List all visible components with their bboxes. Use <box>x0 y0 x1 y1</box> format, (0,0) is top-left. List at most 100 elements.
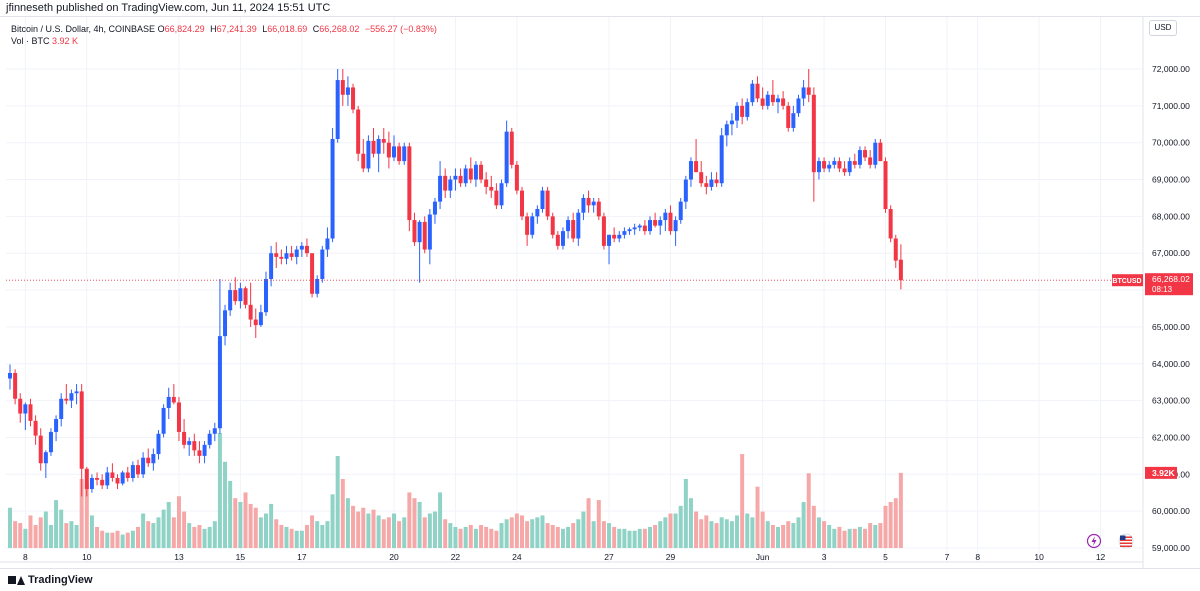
candle-body <box>607 234 612 246</box>
candle-body <box>484 179 489 187</box>
candle-body <box>238 288 243 302</box>
price-tick-label: 68,000.00 <box>1152 211 1190 221</box>
candle-body <box>857 150 862 165</box>
volume-bar <box>64 523 69 548</box>
candle-body <box>397 146 402 162</box>
volume-bar <box>238 502 243 548</box>
candle-body <box>453 175 458 180</box>
volume-bar <box>468 525 473 548</box>
candle-body <box>514 164 519 191</box>
us-flag-canton <box>1120 535 1126 540</box>
candle-body <box>873 142 878 165</box>
volume-bar <box>392 513 396 548</box>
volume-bar <box>637 528 642 548</box>
volume-bar <box>54 500 59 548</box>
candle-body <box>888 209 893 239</box>
volume-bar <box>811 505 816 548</box>
volume-bar <box>863 528 868 548</box>
flash-icon-bolt <box>1091 536 1097 546</box>
candle-body <box>105 472 110 486</box>
us-flag-stripe <box>1120 536 1132 538</box>
volume-bar <box>704 515 709 548</box>
legend-volume-label[interactable]: Vol · BTC <box>11 36 50 46</box>
candle-body <box>171 396 176 403</box>
candle-body <box>704 183 709 187</box>
volume-bar <box>514 513 519 548</box>
currency-button[interactable]: USD <box>1149 20 1177 36</box>
candle-body <box>724 124 729 136</box>
candle-body <box>694 161 699 173</box>
volume-bar <box>781 525 786 548</box>
candle-body <box>212 428 217 434</box>
legend-volume-value: 3.92 K <box>52 36 79 46</box>
tradingview-logo-icon <box>8 575 25 586</box>
volume-bar <box>586 498 591 548</box>
volume-bar <box>822 521 827 548</box>
volume-bar <box>100 530 105 548</box>
candle-body <box>622 231 627 235</box>
price-tick-label: 72,000.00 <box>1152 64 1190 74</box>
volume-bar <box>33 525 38 548</box>
volume-bar <box>663 517 668 548</box>
time-tick-label: 5 <box>883 552 888 562</box>
time-tick-label: 29 <box>666 552 676 562</box>
candle-body <box>299 245 304 250</box>
volume-bar <box>351 505 356 548</box>
candle-body <box>330 139 335 239</box>
candle-body <box>207 433 212 445</box>
candlestick-chart[interactable]: 72,000.00 71,000.00 70,000.00 69,000.00 68,0… <box>0 17 1200 568</box>
candle-body <box>612 234 617 239</box>
candle-body <box>566 220 571 232</box>
candle-body <box>371 140 376 154</box>
volume-bar <box>28 515 33 548</box>
volume-bar <box>130 530 135 548</box>
candle-body <box>898 259 903 281</box>
candle-body <box>8 372 12 379</box>
volume-bar <box>23 528 28 548</box>
volume-bar <box>596 500 601 548</box>
volume-bar <box>371 509 376 548</box>
candle-body <box>151 454 156 464</box>
price-tick-label: 71,000.00 <box>1152 101 1190 111</box>
candle-body <box>443 175 448 191</box>
time-tick-label: 20 <box>389 552 399 562</box>
candle-body <box>38 435 43 464</box>
volume-bar <box>878 523 883 548</box>
candle-body <box>176 402 181 432</box>
volume-bar <box>648 526 652 548</box>
candle-body <box>648 220 652 232</box>
candle-body <box>356 109 361 154</box>
volume-bar <box>776 526 780 548</box>
volume-bar <box>740 454 745 548</box>
candle-body <box>192 441 197 451</box>
volume-bar <box>13 521 18 548</box>
footer-bar: TradingView <box>0 568 1200 591</box>
candle-body <box>43 452 48 464</box>
candle-body <box>197 450 202 456</box>
candle-body <box>545 190 550 217</box>
legend-symbol[interactable]: Bitcoin / U.S. Dollar, 4h, COINBASE <box>11 24 156 34</box>
candle-body <box>663 212 668 221</box>
volume-bar <box>857 526 862 548</box>
volume-bar <box>376 515 381 548</box>
tradingview-logo[interactable]: TradingView <box>8 574 93 586</box>
volume-bar <box>504 519 509 548</box>
candle-body <box>571 220 576 239</box>
chart-area[interactable]: Bitcoin / U.S. Dollar, 4h, COINBASE O66,… <box>0 17 1200 568</box>
time-tick-label: 22 <box>451 552 461 562</box>
candle-body <box>776 98 780 103</box>
candle-body <box>617 234 622 239</box>
candle-body <box>709 179 714 187</box>
volume-bar <box>340 479 345 548</box>
candle-body <box>381 139 386 143</box>
candle-body <box>535 209 540 217</box>
volume-bar <box>591 521 596 548</box>
volume-bar <box>576 519 581 548</box>
volume-bar <box>412 498 417 548</box>
volume-bar <box>381 519 386 548</box>
time-tick-label: 3 <box>822 552 827 562</box>
volume-bar <box>873 525 878 548</box>
volume-bar <box>520 515 524 548</box>
volume-badge-text: 3.92K <box>1152 468 1176 478</box>
candle-body <box>632 227 637 230</box>
